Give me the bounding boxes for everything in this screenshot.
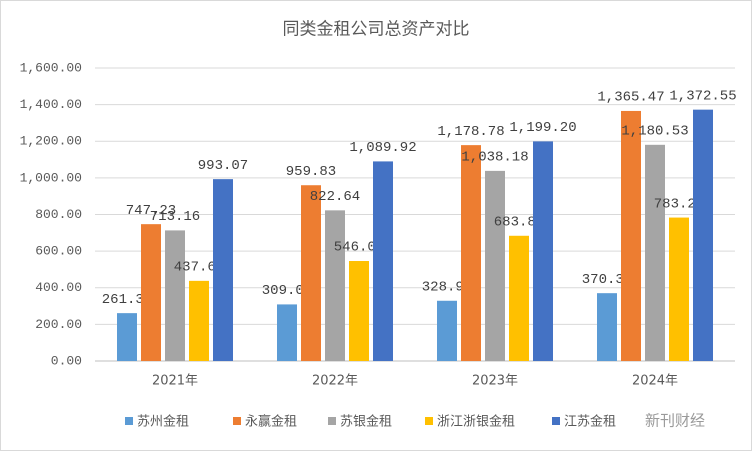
value-label: 993.07 [198,158,248,174]
legend-label: 苏州金租 [137,414,189,430]
bar [277,304,297,361]
y-tick-label: 200.00 [35,317,82,332]
y-tick-label: 800.00 [35,207,82,222]
bar [349,261,369,361]
value-label: 546.01 [334,240,384,256]
value-label: 309.01 [262,283,312,299]
value-label: 783.27 [654,196,704,212]
bar [693,109,713,361]
y-tick-label: 1,600.00 [20,60,82,75]
value-label: 1,372.55 [669,88,736,104]
bar [533,141,553,361]
watermark: 新刊财经 [645,412,705,430]
legend-swatch [328,417,336,425]
bar [213,179,233,361]
value-label: 1,178.78 [437,124,504,140]
y-tick-label: 1,200.00 [20,134,82,149]
value-label: 328.92 [422,279,472,295]
value-label: 261.35 [102,292,152,308]
bar [461,145,481,361]
value-label: 1,199.20 [509,120,576,136]
bar [117,313,137,361]
bar [165,230,185,361]
value-label: 959.83 [286,164,336,180]
y-tick-label: 1,400.00 [20,97,82,112]
bar [485,170,505,361]
legend-label: 浙江浙银金租 [437,414,515,430]
bar [437,300,457,361]
y-tick-label: 0.00 [51,353,82,368]
bar [325,210,345,361]
legend-label: 苏银金租 [340,414,392,430]
legend-swatch [233,417,241,425]
value-label: 1,089.92 [349,140,416,156]
value-label: 437.65 [174,260,224,276]
value-label: 713.16 [150,209,200,225]
value-label: 370.39 [582,272,632,288]
value-label: 1,180.53 [621,124,688,140]
value-label: 1,038.18 [461,150,528,166]
bar [669,217,689,361]
value-label: 1,365.47 [597,90,664,106]
bar [645,144,665,361]
y-tick-label: 400.00 [35,280,82,295]
bar [301,185,321,361]
y-tick-label: 1,000.00 [20,170,82,185]
legend-label: 永赢金租 [245,414,297,430]
value-label: 747.23 [126,203,176,219]
x-tick-label: 2021年 [152,374,198,389]
value-label: 822.64 [310,189,360,205]
bar [597,293,617,361]
bar [621,110,641,361]
legend-swatch [552,417,560,425]
y-tick-label: 600.00 [35,244,82,259]
bar [189,280,209,361]
legend-swatch [425,417,433,425]
x-tick-label: 2022年 [312,374,358,389]
x-tick-label: 2024年 [632,374,678,389]
x-tick-label: 2023年 [472,374,518,389]
bar [141,224,161,361]
bar [373,161,393,361]
chart-title: 同类金租公司总资产对比 [283,20,470,40]
bar [509,235,529,361]
legend-label: 江苏金租 [564,414,616,430]
value-label: 683.81 [494,214,544,230]
legend-swatch [125,417,133,425]
